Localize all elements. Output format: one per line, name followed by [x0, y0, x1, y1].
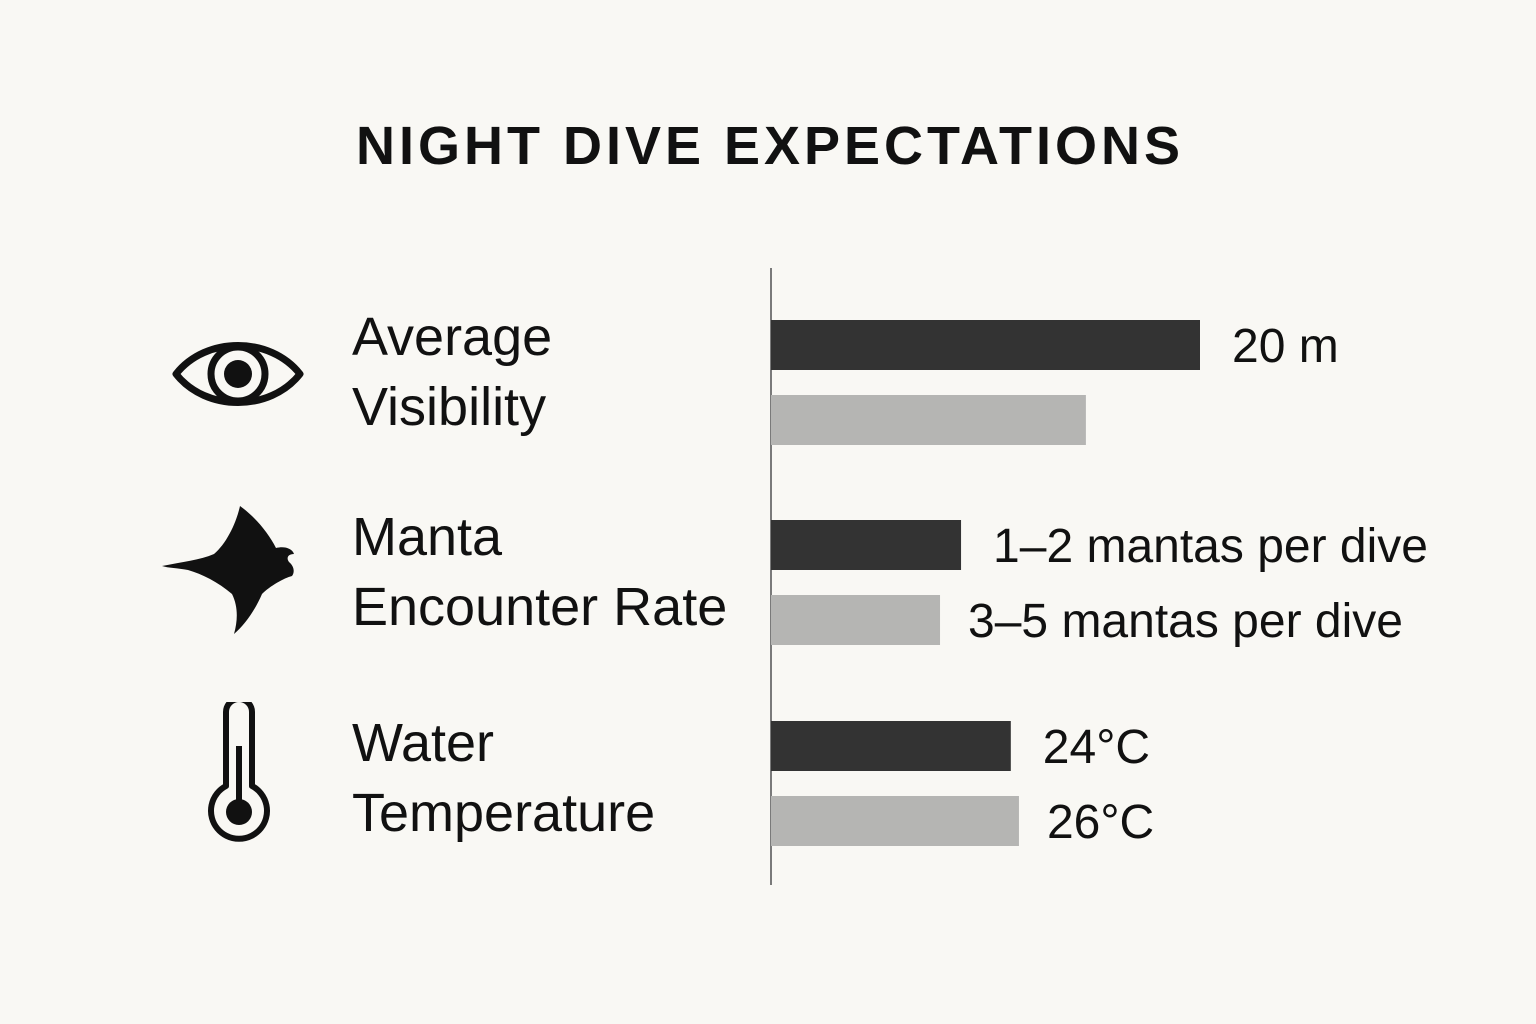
metric-label-manta: Manta Encounter Rate — [352, 502, 727, 642]
bar-dark-1 — [771, 320, 1200, 370]
metric-label-visibility: Average Visibility — [352, 302, 552, 442]
data-label-dark-1: 20 m — [1232, 320, 1339, 373]
thermometer-icon — [208, 702, 270, 842]
metric-label-line: Visibility — [352, 377, 547, 437]
bar-light-1 — [771, 395, 1086, 445]
eye-icon — [172, 342, 304, 406]
metric-label-line: Water — [352, 713, 495, 773]
data-label-dark-3: 24°C — [1043, 721, 1150, 774]
data-label-dark-2: 1–2 mantas per dive — [993, 520, 1428, 573]
data-label-light-2: 3–5 mantas per dive — [968, 595, 1403, 648]
data-label-light-3: 26°C — [1047, 796, 1154, 849]
metric-label-line: Temperature — [352, 783, 656, 843]
metric-label-line: Manta — [352, 507, 503, 567]
metric-label-temperature: Water Temperature — [352, 708, 655, 848]
bar-light-3 — [771, 796, 1019, 846]
metric-label-line: Average — [352, 307, 553, 367]
bar-light-2 — [771, 595, 941, 645]
manta-ray-icon — [162, 506, 294, 634]
chart-title: NIGHT DIVE EXPECTATIONS — [355, 116, 1185, 176]
metric-label-line: Encounter Rate — [352, 577, 728, 637]
bar-dark-2 — [771, 520, 962, 570]
bar-dark-3 — [771, 721, 1011, 771]
